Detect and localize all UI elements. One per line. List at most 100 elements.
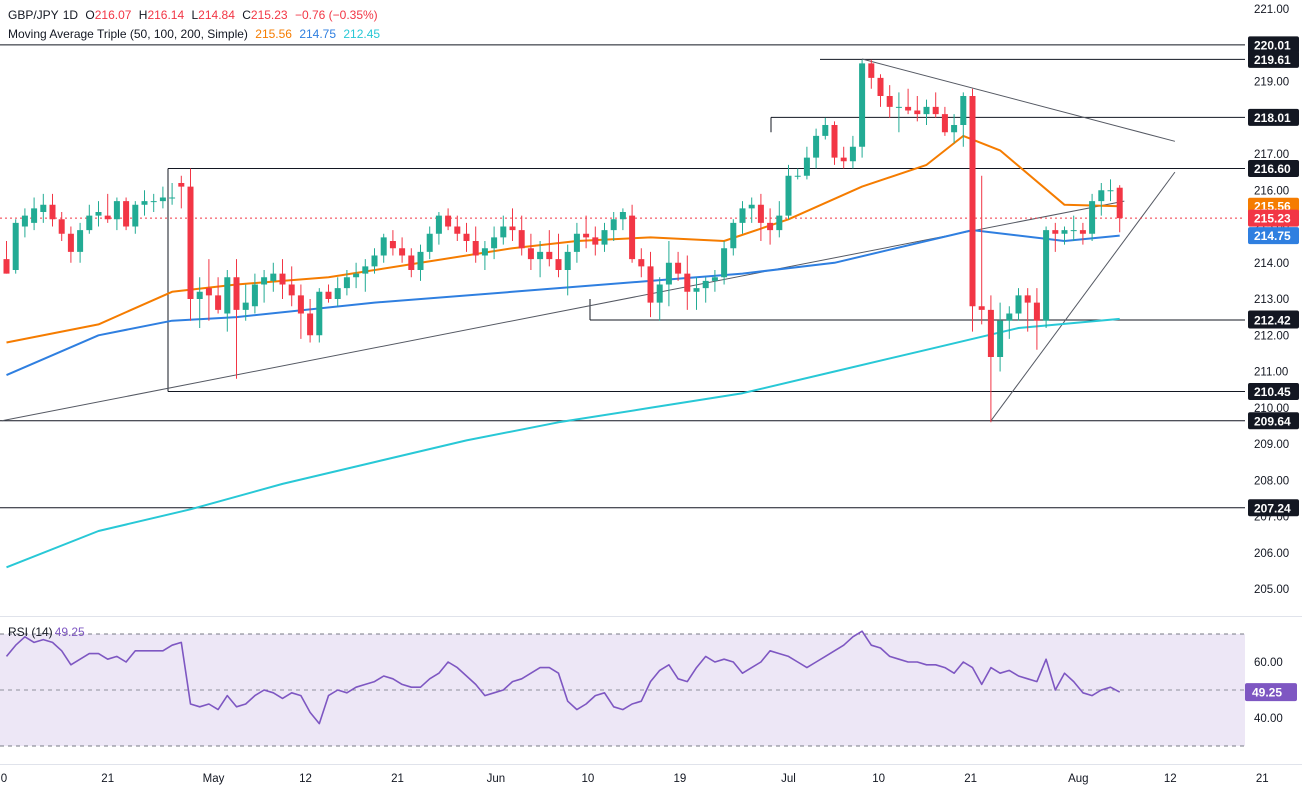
price-tick-label: 219.00	[1254, 77, 1289, 89]
candle-body	[481, 248, 488, 256]
candle-body	[555, 259, 562, 270]
candle-body	[583, 233, 590, 238]
candle-body	[960, 96, 967, 125]
candle-body	[141, 201, 148, 205]
price-level-badge: 210.45	[1248, 382, 1299, 400]
price-tick-label: 209.00	[1254, 439, 1289, 451]
ma200-line	[6, 317, 1120, 569]
candle	[941, 106, 948, 136]
candle	[491, 226, 498, 260]
candle	[150, 193, 157, 212]
candle-body	[454, 226, 461, 234]
candle-body	[702, 280, 709, 289]
interval-label[interactable]: 1D	[62, 8, 79, 22]
open-key: O	[85, 8, 95, 22]
candle	[472, 226, 479, 263]
price-level-badge: 214.75	[1248, 227, 1299, 245]
high-key: H	[138, 8, 148, 22]
candle-body	[224, 277, 231, 314]
symbol-label[interactable]: GBP/JPY	[8, 8, 59, 22]
candle-body	[941, 114, 948, 133]
candle-body	[849, 146, 856, 162]
candle-body	[500, 226, 507, 238]
candle-body	[638, 259, 645, 267]
candle-body	[196, 291, 203, 299]
candle-body	[1033, 302, 1040, 321]
time-tick-label: 0	[1, 773, 7, 785]
candle-body	[868, 63, 875, 78]
candle-body	[40, 204, 47, 212]
candle	[1098, 183, 1105, 216]
candle	[113, 197, 120, 231]
ohlc-low: L214.84	[191, 8, 234, 22]
candle	[610, 212, 617, 241]
candle	[224, 270, 231, 332]
rsi-badge-label: 49.25	[1252, 686, 1282, 700]
candle	[481, 241, 488, 270]
price-badge-box	[1248, 412, 1299, 430]
candle	[49, 193, 56, 227]
trend-line	[990, 171, 1176, 422]
time-tick-label: 12	[1164, 773, 1177, 785]
candle	[380, 233, 387, 263]
candle-body	[215, 295, 222, 310]
candle	[58, 212, 65, 241]
candle	[656, 277, 663, 321]
ma100-line	[6, 229, 1120, 377]
candle	[509, 208, 516, 241]
candle	[1052, 222, 1059, 252]
candle	[711, 270, 718, 292]
time-tick-label: Aug	[1068, 773, 1088, 785]
price-badge-box	[1248, 382, 1299, 400]
candle-body	[1098, 190, 1105, 202]
candle	[877, 74, 884, 107]
candle	[803, 146, 810, 180]
time-tick-label: 21	[391, 773, 404, 785]
price-level-badge: 209.64	[1248, 412, 1299, 430]
candle	[445, 208, 452, 231]
candle	[307, 299, 314, 343]
price-legend: GBP/JPY 1D O216.07 H216.14 L214.84 C215.2…	[8, 8, 382, 22]
candle-body	[564, 251, 571, 270]
candle	[389, 230, 396, 256]
candle	[822, 117, 829, 140]
candle	[675, 251, 682, 281]
candle-body	[711, 277, 718, 281]
candle-body	[417, 251, 424, 270]
rsi-label[interactable]: RSI (14)	[8, 625, 53, 639]
candle-body	[859, 63, 866, 147]
candle-body	[813, 135, 820, 158]
candle	[297, 284, 304, 339]
candle-body	[647, 266, 654, 303]
candle	[1033, 288, 1040, 350]
candle-body	[905, 106, 912, 111]
candle-body	[178, 183, 185, 187]
candle-body	[113, 201, 120, 220]
candle	[178, 175, 185, 209]
candle	[868, 59, 875, 89]
candle	[417, 244, 424, 281]
candle	[426, 226, 433, 260]
ma-indicator-label[interactable]: Moving Average Triple (50, 100, 200, Sim…	[8, 27, 248, 41]
open-value: 216.07	[94, 8, 132, 22]
candle-body	[104, 215, 111, 220]
price-badge-box	[1248, 160, 1299, 177]
price-level-badge: 215.23	[1248, 209, 1299, 227]
candle	[895, 92, 902, 133]
candle	[353, 262, 360, 289]
candle-body	[95, 212, 102, 216]
candle	[215, 277, 222, 314]
candle	[159, 186, 166, 209]
candle	[1043, 226, 1050, 328]
price-badge-box	[1248, 311, 1299, 329]
candle	[104, 193, 111, 223]
high-value: 216.14	[147, 8, 185, 22]
rsi-badge-box	[1245, 683, 1297, 702]
price-tick-label: 206.00	[1254, 548, 1289, 560]
candle	[169, 183, 176, 205]
candle-body	[794, 175, 801, 177]
candle-body	[527, 248, 534, 260]
candle	[555, 233, 562, 278]
